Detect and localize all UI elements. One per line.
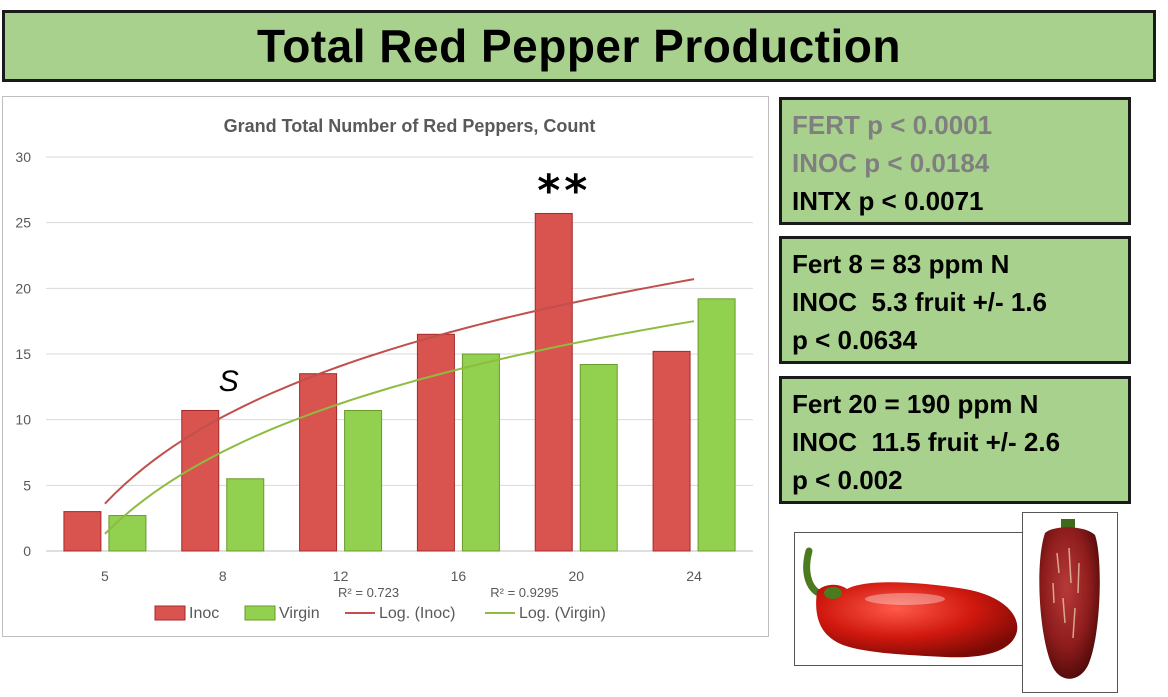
y-tick-label: 15 (15, 346, 31, 362)
y-tick-label: 25 (15, 215, 31, 231)
significance-annotation: S (219, 365, 239, 398)
legend-label: Virgin (279, 605, 320, 622)
jalapeno-photo (1022, 512, 1118, 693)
y-tick-label: 10 (15, 412, 31, 428)
bar-virgin (108, 515, 147, 552)
bar-chart: Grand Total Number of Red Peppers, Count… (15, 116, 753, 622)
page-title: Total Red Pepper Production (257, 20, 901, 72)
legend-swatch (154, 605, 186, 621)
stats-box-fert8: Fert 8 = 83 ppm N INOC 5.3 fruit +/- 1.6… (779, 236, 1131, 364)
intx-p-value: INTX p < 0.0071 (792, 186, 984, 216)
x-tick-label: 5 (101, 568, 109, 584)
bar-inoc (416, 333, 455, 552)
bar-virgin (579, 364, 618, 552)
bar-inoc (534, 212, 573, 552)
x-tick-label: 12 (333, 568, 349, 584)
bar-virgin (461, 353, 500, 552)
bar-inoc (63, 511, 102, 552)
chart-title: Grand Total Number of Red Peppers, Count (224, 116, 596, 136)
r2-label: R² = 0.9295 (490, 585, 558, 600)
significance-annotation: ** (537, 166, 591, 217)
fert8-inoc-effect: INOC 5.3 fruit +/- 1.6 (792, 287, 1048, 317)
fert20-p-value: p < 0.002 (792, 465, 903, 495)
legend-label: Log. (Virgin) (519, 605, 606, 622)
x-tick-label: 20 (568, 568, 584, 584)
title-banner: Total Red Pepper Production (2, 10, 1156, 82)
legend-label: Log. (Inoc) (379, 605, 455, 622)
fert8-p-value: p < 0.0634 (792, 325, 918, 355)
fert20-level: Fert 20 = 190 ppm N (792, 389, 1039, 419)
trendline-virgin (104, 320, 695, 535)
r2-label: R² = 0.723 (338, 585, 399, 600)
bar-virgin (697, 298, 736, 552)
trendline-inoc (104, 278, 695, 505)
y-tick-label: 0 (23, 543, 31, 559)
y-tick-label: 5 (23, 477, 31, 493)
x-tick-label: 16 (451, 568, 467, 584)
red-pepper-photo (794, 532, 1023, 666)
y-tick-label: 30 (15, 149, 31, 165)
x-tick-label: 8 (219, 568, 227, 584)
stats-box-significance: FERT p < 0.0001 INOC p < 0.0184 INTX p <… (779, 97, 1131, 225)
inoc-p-value: INOC p < 0.0184 (792, 148, 990, 178)
stats-box-fert20: Fert 20 = 190 ppm N INOC 11.5 fruit +/- … (779, 376, 1131, 504)
fert-p-value: FERT p < 0.0001 (792, 110, 993, 140)
bar-inoc (652, 350, 691, 552)
legend-swatch (244, 605, 276, 621)
y-tick-label: 20 (15, 280, 31, 296)
bar-virgin (226, 478, 265, 552)
fert20-inoc-effect: INOC 11.5 fruit +/- 2.6 (792, 427, 1061, 457)
chart-panel: Grand Total Number of Red Peppers, Count… (2, 96, 769, 637)
legend-label: Inoc (189, 605, 219, 622)
x-tick-label: 24 (686, 568, 702, 584)
bar-inoc (299, 373, 338, 552)
bar-virgin (344, 409, 383, 552)
fert8-level: Fert 8 = 83 ppm N (792, 249, 1010, 279)
bar-inoc (181, 409, 220, 552)
